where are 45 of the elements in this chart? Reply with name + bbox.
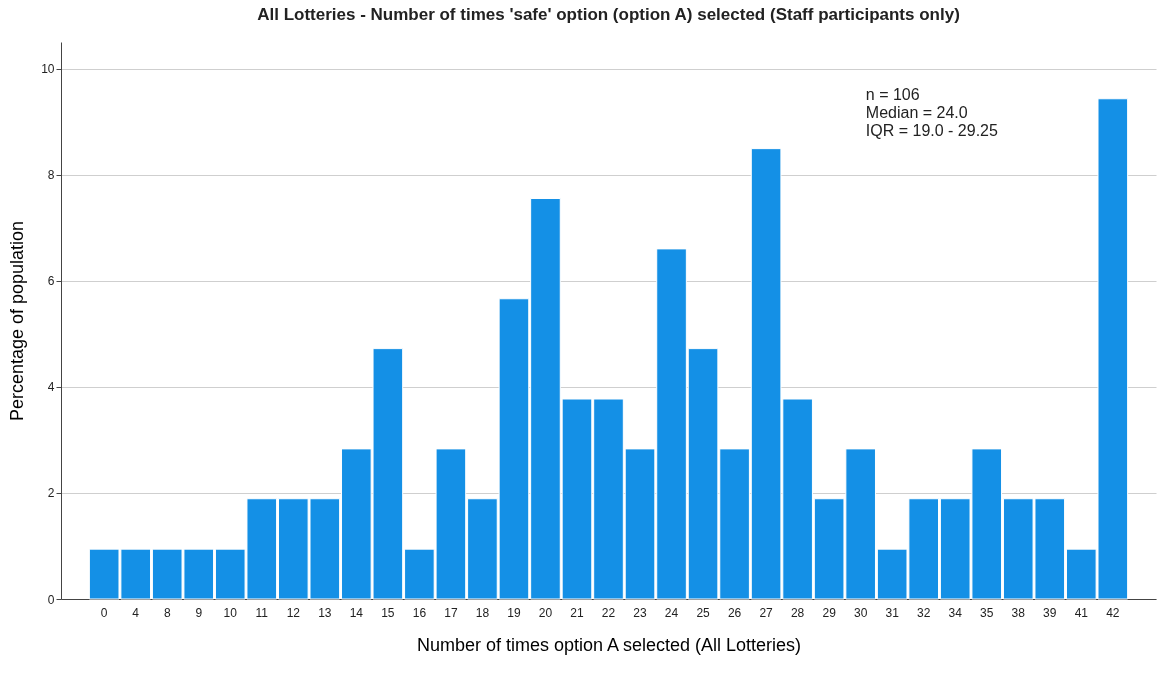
x-tick-label: 29: [822, 605, 837, 620]
x-tick-label: 4: [132, 605, 140, 620]
y-tick-label: 2: [47, 486, 55, 501]
x-tick-label: 16: [412, 605, 427, 620]
x-tick-label: 8: [163, 605, 171, 620]
y-axis-title: Percentage of population: [7, 220, 28, 422]
x-tick-label: 19: [507, 605, 521, 620]
x-tick-label: 35: [980, 605, 994, 620]
y-tick-label: 0: [47, 592, 55, 607]
x-tick-label: 22: [601, 605, 616, 620]
annotation: Median = 24.0: [865, 104, 968, 121]
x-tick-label: 24: [664, 605, 679, 620]
annotation: IQR = 19.0 - 29.25: [865, 122, 998, 139]
y-tick-label: 6: [47, 274, 55, 289]
x-tick-label: 12: [286, 605, 301, 620]
x-tick-label: 20: [538, 605, 553, 620]
x-tick-label: 30: [853, 605, 868, 620]
x-tick-label: 34: [948, 605, 963, 620]
x-tick-label: 9: [195, 605, 203, 620]
x-tick-label: 18: [475, 605, 490, 620]
x-tick-label: 17: [444, 605, 458, 620]
x-tick-label: 39: [1043, 605, 1057, 620]
x-tick-label: 11: [255, 605, 269, 620]
x-tick-label: 31: [885, 605, 900, 620]
x-tick-label: 42: [1106, 605, 1120, 620]
x-tick-label: 38: [1011, 605, 1026, 620]
x-tick-label: 14: [349, 605, 364, 620]
x-tick-label: 25: [696, 605, 711, 620]
x-tick-label: 32: [917, 605, 931, 620]
x-tick-label: 23: [633, 605, 648, 620]
x-tick-label: 21: [570, 605, 584, 620]
x-tick-label: 13: [318, 605, 332, 620]
annotation: n = 106: [865, 86, 920, 103]
x-tick-label: 28: [790, 605, 805, 620]
chart-title: All Lotteries - Number of times 'safe' option (option A) selected (Staff participants only): [257, 5, 960, 24]
x-tick-label: 10: [223, 605, 238, 620]
x-tick-label: 15: [381, 605, 395, 620]
y-tick-label: 8: [47, 168, 55, 183]
x-axis-title: Number of times option A selected (All Lotteries): [416, 634, 802, 655]
y-tick-label: 10: [41, 62, 55, 77]
x-tick-label: 41: [1074, 605, 1089, 620]
x-tick-label: 27: [759, 605, 774, 620]
x-tick-label: 0: [100, 605, 108, 620]
x-tick-label: 26: [727, 605, 742, 620]
y-tick-label: 4: [47, 380, 55, 395]
